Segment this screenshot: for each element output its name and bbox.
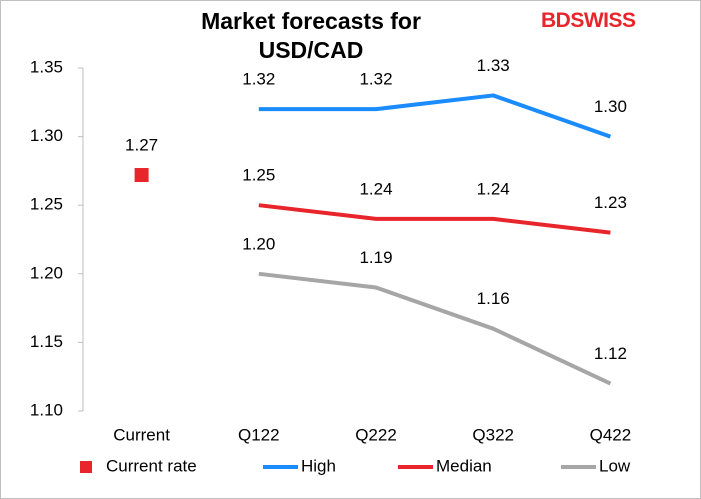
legend-label: Low	[599, 456, 631, 475]
data-label: 1.24	[359, 179, 392, 198]
data-label: 1.32	[359, 70, 392, 89]
series-line	[258, 93, 612, 139]
legend-label: Current rate	[106, 456, 197, 475]
series-line	[258, 203, 611, 235]
data-label: 1.30	[594, 97, 627, 116]
point-marker	[134, 168, 149, 183]
legend-label: Median	[436, 456, 492, 475]
y-tick-label: 1.10	[30, 400, 63, 419]
x-tick-label: Q322	[472, 425, 514, 444]
data-label: 1.25	[242, 166, 275, 185]
logo: BDSWISS	[541, 9, 636, 32]
data-label: 1.20	[242, 234, 275, 253]
y-tick-label: 1.15	[30, 332, 63, 351]
data-label: 1.27	[125, 136, 158, 155]
y-tick-label: 1.25	[30, 195, 63, 214]
legend-swatch	[80, 461, 92, 473]
x-tick-label: Q422	[590, 425, 632, 444]
data-label: 1.16	[477, 289, 510, 308]
data-label: 1.24	[477, 179, 510, 198]
x-tick-label: Q122	[238, 425, 280, 444]
data-label: 1.23	[594, 193, 627, 212]
data-label: 1.12	[594, 344, 627, 363]
y-tick-label: 1.35	[30, 57, 63, 76]
legend-label: High	[301, 456, 336, 475]
x-tick-label: Current	[113, 425, 170, 444]
series-line	[258, 271, 612, 386]
data-label: 1.32	[242, 70, 275, 89]
chart-title: Market forecasts for USD/CAD	[201, 8, 421, 63]
y-tick-label: 1.30	[30, 126, 63, 145]
data-label: 1.33	[477, 56, 510, 75]
y-tick-label: 1.20	[30, 263, 63, 282]
data-label: 1.19	[359, 248, 392, 267]
x-tick-label: Q222	[355, 425, 397, 444]
